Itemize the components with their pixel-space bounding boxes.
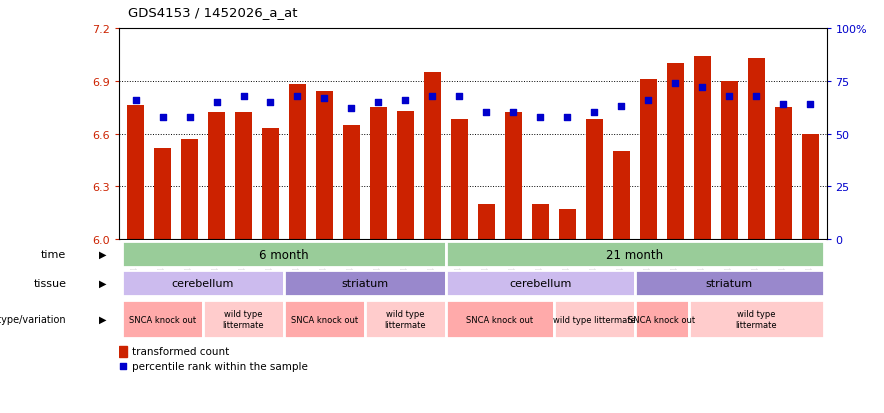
Text: striatum: striatum <box>705 278 753 288</box>
Bar <box>774 108 792 240</box>
Bar <box>316 92 333 240</box>
Point <box>533 114 547 121</box>
Text: ▶: ▶ <box>99 249 106 259</box>
Text: cerebellum: cerebellum <box>509 278 572 288</box>
Text: percentile rank within the sample: percentile rank within the sample <box>132 361 308 370</box>
Text: time: time <box>41 249 66 259</box>
Point <box>263 99 278 106</box>
Bar <box>748 59 766 240</box>
Text: wild type
littermate: wild type littermate <box>223 310 264 329</box>
Point <box>453 93 467 100</box>
Point <box>479 110 493 116</box>
Text: 21 month: 21 month <box>606 248 664 261</box>
Point <box>317 95 332 102</box>
Text: wild type
littermate: wild type littermate <box>385 310 426 329</box>
Bar <box>122 271 284 296</box>
Text: genotype/variation: genotype/variation <box>0 314 66 324</box>
Bar <box>802 134 819 240</box>
Point <box>156 114 170 121</box>
Bar <box>689 300 824 338</box>
Bar <box>208 113 225 240</box>
Point <box>507 110 521 116</box>
Bar <box>446 300 554 338</box>
Bar <box>451 120 469 240</box>
Point <box>804 102 818 108</box>
Bar <box>343 126 361 240</box>
Text: SNCA knock out: SNCA knock out <box>467 315 534 324</box>
Point <box>560 114 575 121</box>
Bar <box>667 64 684 240</box>
Bar <box>119 346 127 357</box>
Text: wild type littermate: wild type littermate <box>553 315 636 324</box>
Bar <box>203 300 284 338</box>
Bar <box>559 210 576 240</box>
Bar <box>284 300 365 338</box>
Text: ▶: ▶ <box>99 278 106 288</box>
Point <box>210 99 224 106</box>
Bar <box>635 271 824 296</box>
Text: 6 month: 6 month <box>259 248 309 261</box>
Bar <box>720 81 738 240</box>
Point <box>371 99 385 106</box>
Bar <box>284 271 446 296</box>
Point <box>128 97 142 104</box>
Bar <box>370 108 387 240</box>
Bar <box>289 85 306 240</box>
Point <box>587 110 601 116</box>
Text: SNCA knock out: SNCA knock out <box>291 315 358 324</box>
Point <box>345 106 359 112</box>
Point <box>116 362 130 369</box>
Point <box>668 81 682 87</box>
Point <box>291 93 305 100</box>
Bar <box>554 300 635 338</box>
Point <box>182 114 196 121</box>
Bar <box>640 80 657 240</box>
Text: striatum: striatum <box>341 278 389 288</box>
Point <box>236 93 250 100</box>
Text: cerebellum: cerebellum <box>171 278 234 288</box>
Text: SNCA knock out: SNCA knock out <box>629 315 696 324</box>
Point <box>776 102 790 108</box>
Point <box>722 93 736 100</box>
Bar <box>585 120 603 240</box>
Bar <box>694 57 711 240</box>
Bar <box>397 112 415 240</box>
Bar <box>446 242 824 267</box>
Bar <box>180 140 198 240</box>
Bar <box>613 152 630 240</box>
Bar <box>262 129 279 240</box>
Bar <box>505 113 522 240</box>
Point <box>399 97 413 104</box>
Bar <box>446 271 635 296</box>
Text: GDS4153 / 1452026_a_at: GDS4153 / 1452026_a_at <box>128 6 298 19</box>
Bar <box>122 300 203 338</box>
Point <box>425 93 439 100</box>
Point <box>641 97 655 104</box>
Bar <box>423 73 441 240</box>
Bar <box>154 148 171 240</box>
Bar <box>635 300 689 338</box>
Text: tissue: tissue <box>34 278 66 288</box>
Text: SNCA knock out: SNCA knock out <box>129 315 196 324</box>
Bar <box>477 204 495 240</box>
Bar <box>531 204 549 240</box>
Bar <box>122 242 446 267</box>
Bar <box>365 300 446 338</box>
Text: transformed count: transformed count <box>132 347 229 356</box>
Bar <box>235 113 252 240</box>
Point <box>750 93 764 100</box>
Point <box>696 85 710 91</box>
Text: ▶: ▶ <box>99 314 106 324</box>
Bar <box>126 106 144 240</box>
Text: wild type
littermate: wild type littermate <box>735 310 777 329</box>
Point <box>614 104 629 110</box>
